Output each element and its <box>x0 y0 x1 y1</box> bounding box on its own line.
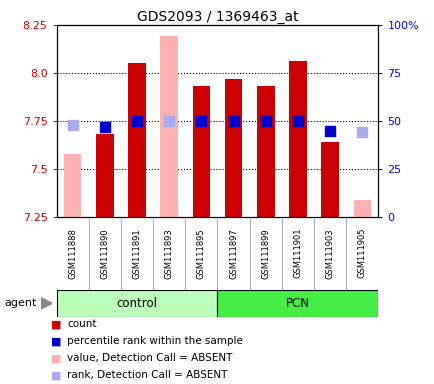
Bar <box>192 86 210 217</box>
Point <box>262 118 269 124</box>
Text: count: count <box>67 319 97 329</box>
Text: GSM111893: GSM111893 <box>164 228 173 279</box>
Text: rank, Detection Call = ABSENT: rank, Detection Call = ABSENT <box>67 370 227 380</box>
Bar <box>217 290 378 317</box>
Point <box>133 118 140 124</box>
Text: control: control <box>116 297 157 310</box>
Bar <box>224 79 242 217</box>
Text: GSM111901: GSM111901 <box>293 228 302 278</box>
Text: GSM111890: GSM111890 <box>100 228 109 278</box>
Point <box>165 118 172 124</box>
Title: GDS2093 / 1369463_at: GDS2093 / 1369463_at <box>136 10 298 24</box>
Point <box>230 118 237 124</box>
Text: ■: ■ <box>51 319 62 329</box>
Point <box>294 118 301 124</box>
Bar <box>160 36 178 217</box>
Bar <box>353 200 370 217</box>
Text: GSM111903: GSM111903 <box>325 228 334 278</box>
Bar <box>56 290 217 317</box>
Point <box>101 124 108 130</box>
Text: ■: ■ <box>51 353 62 363</box>
Text: value, Detection Call = ABSENT: value, Detection Call = ABSENT <box>67 353 232 363</box>
Point <box>358 129 365 136</box>
Polygon shape <box>41 298 52 309</box>
Text: GSM111905: GSM111905 <box>357 228 366 278</box>
Bar <box>128 63 145 217</box>
Bar <box>64 154 81 217</box>
Text: GSM111897: GSM111897 <box>229 228 237 279</box>
Text: ■: ■ <box>51 370 62 380</box>
Point <box>326 127 333 134</box>
Bar <box>256 86 274 217</box>
Point <box>69 122 76 128</box>
Text: GSM111899: GSM111899 <box>261 228 270 278</box>
Text: percentile rank within the sample: percentile rank within the sample <box>67 336 243 346</box>
Text: agent: agent <box>4 298 36 308</box>
Text: GSM111891: GSM111891 <box>132 228 141 278</box>
Text: ■: ■ <box>51 336 62 346</box>
Text: GSM111895: GSM111895 <box>197 228 205 278</box>
Bar <box>289 61 306 217</box>
Bar <box>321 142 338 217</box>
Point <box>197 118 204 124</box>
Text: GSM111888: GSM111888 <box>68 228 77 279</box>
Text: PCN: PCN <box>285 297 309 310</box>
Bar <box>96 134 113 217</box>
